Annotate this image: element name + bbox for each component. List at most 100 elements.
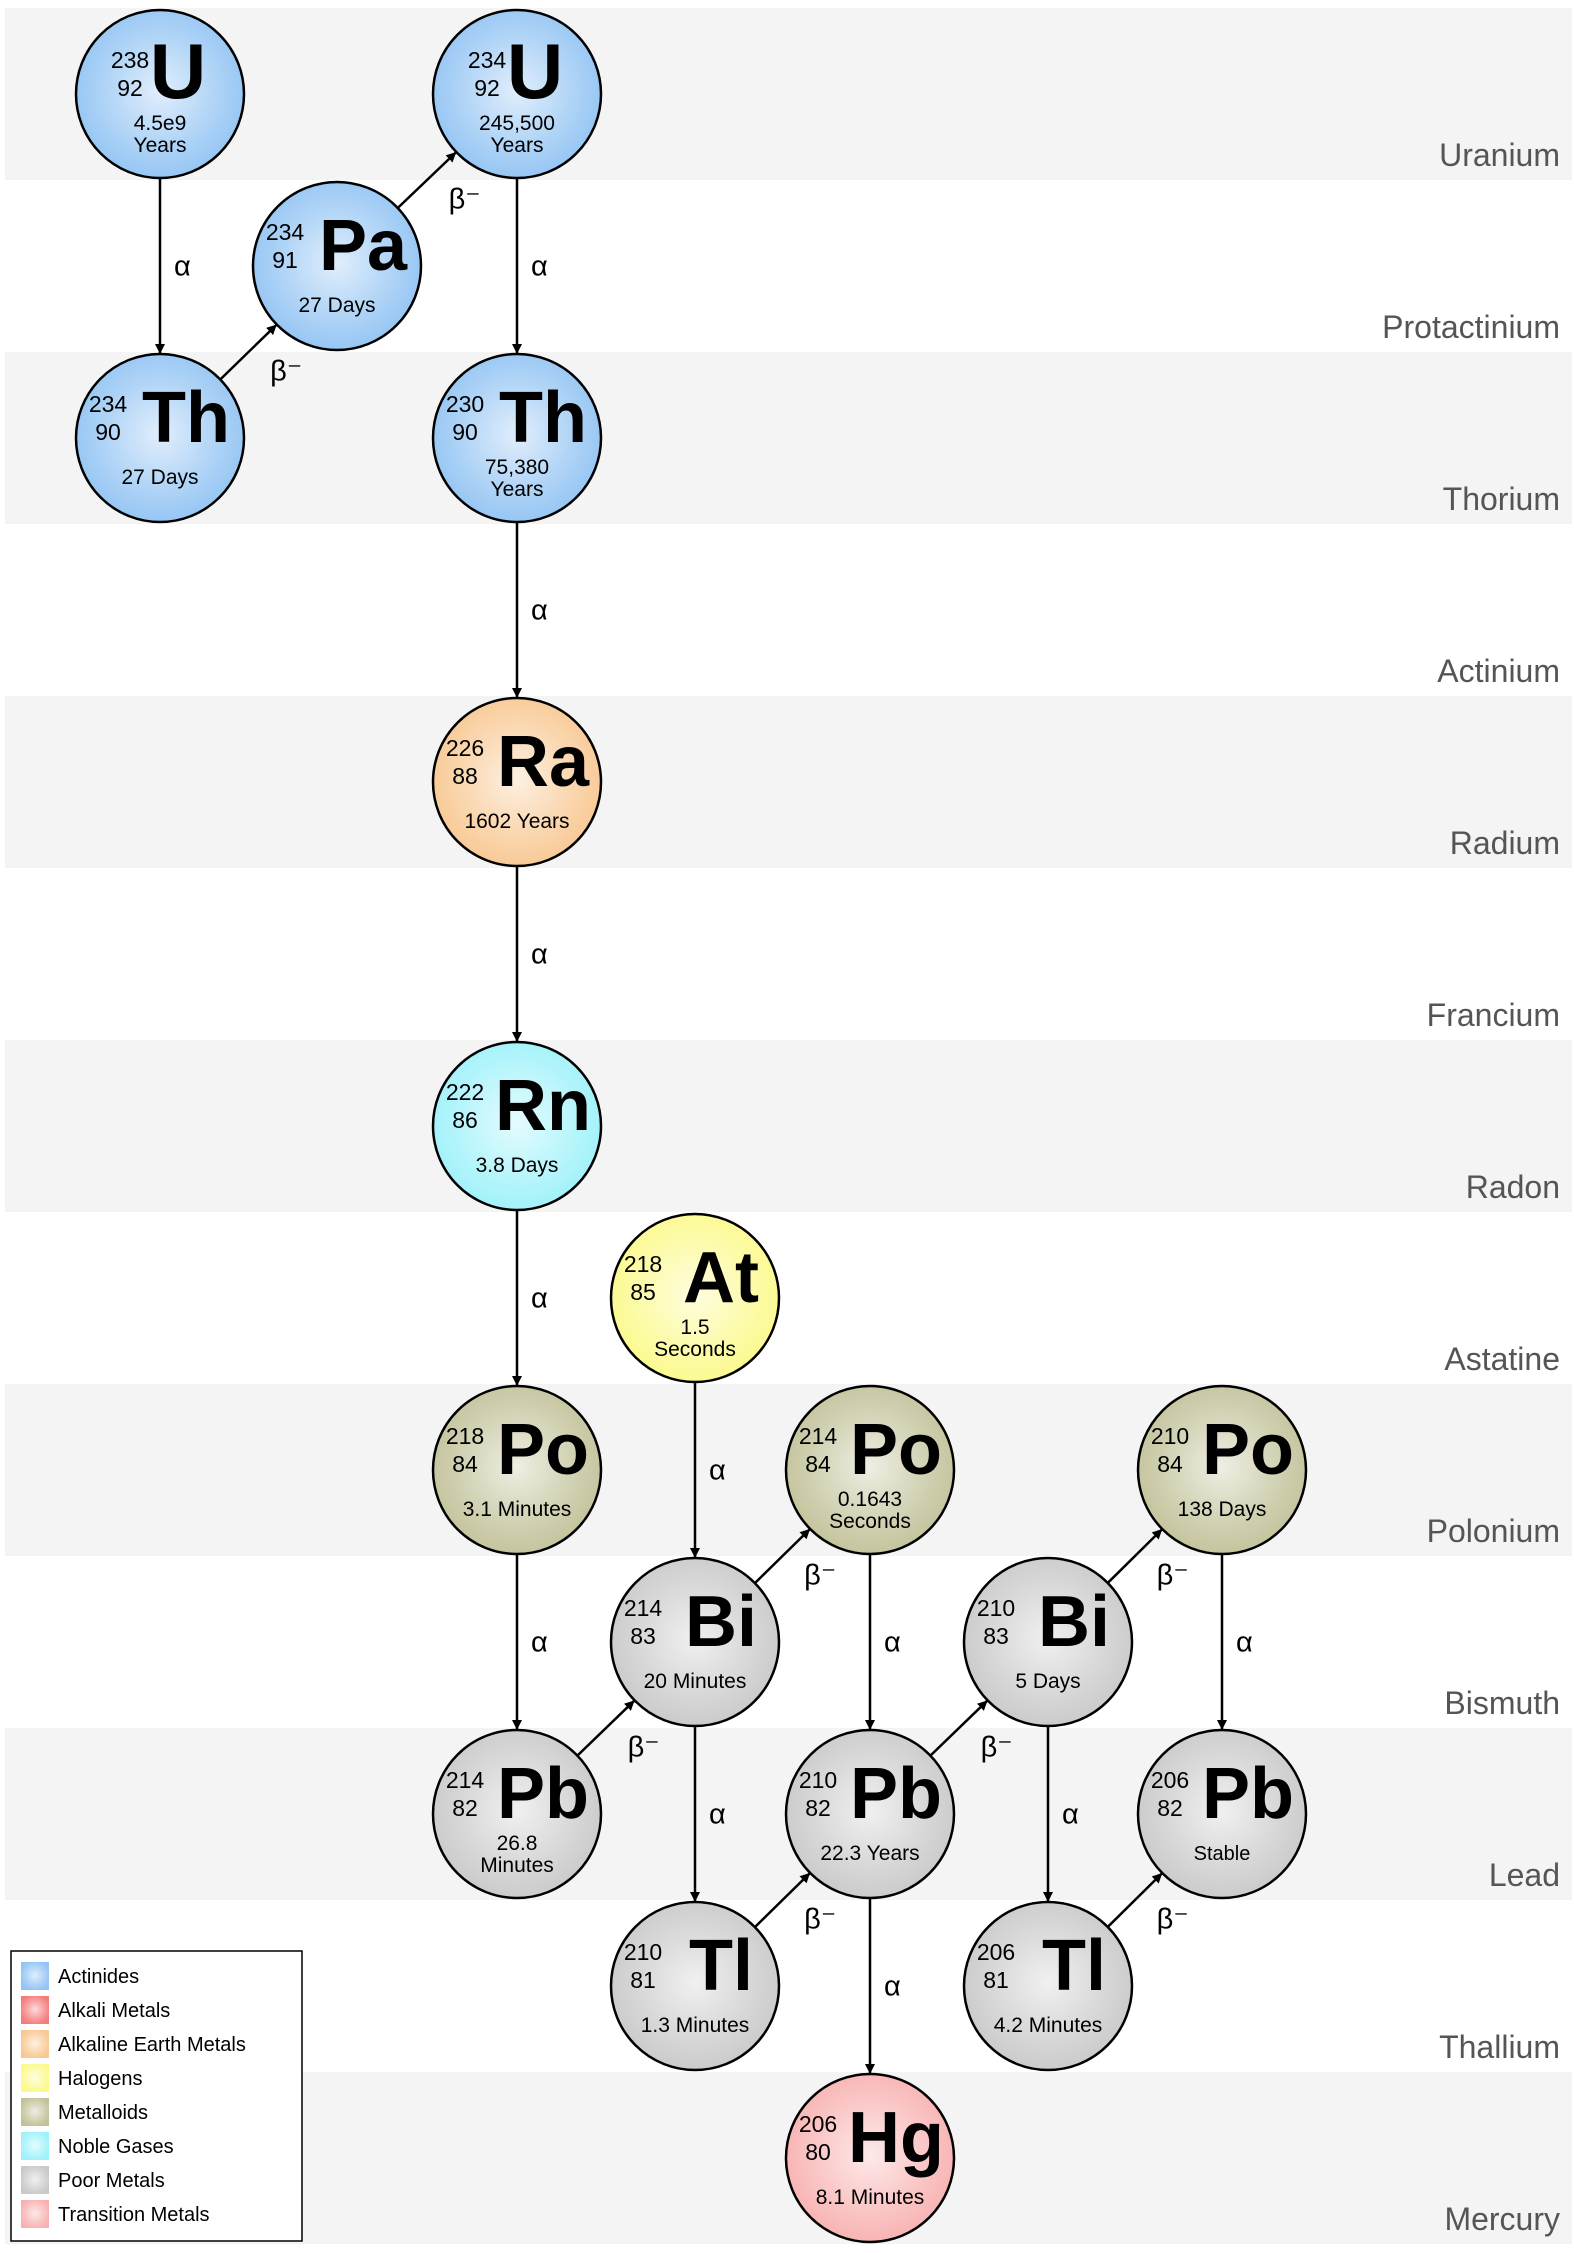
half-life: 3.1 Minutes	[463, 1498, 572, 1521]
nuclide-symbol: Po	[1202, 1410, 1294, 1490]
atomic-number: 80	[805, 2139, 831, 2165]
nuclide-symbol: Hg	[848, 2098, 944, 2178]
row-label-thorium: Thorium	[1443, 481, 1560, 517]
half-life: 27 Days	[121, 466, 198, 489]
nuclide-symbol: Bi	[1038, 1582, 1110, 1662]
decay-type-label: α	[531, 1627, 548, 1659]
mass-number: 222	[446, 1079, 484, 1105]
atomic-number: 82	[805, 1795, 831, 1821]
legend-item-noble-gases: Noble Gases	[21, 2132, 174, 2160]
row-band-thorium	[5, 352, 1572, 524]
mass-number: 206	[1151, 1767, 1189, 1793]
decay-type-label: α	[531, 595, 548, 627]
decay-type-label: β⁻	[804, 1903, 836, 1935]
legend-label: Poor Metals	[58, 2170, 165, 2192]
legend-label: Alkali Metals	[58, 2000, 170, 2022]
row-label-protactinium: Protactinium	[1382, 309, 1560, 345]
atomic-number: 83	[983, 1623, 1009, 1649]
row-label-lead: Lead	[1489, 1857, 1560, 1893]
nuclide-symbol: Pa	[319, 206, 408, 286]
atomic-number: 82	[1157, 1795, 1183, 1821]
row-label-thallium: Thallium	[1439, 2029, 1560, 2065]
half-life: 1.3 Minutes	[641, 2014, 750, 2037]
atomic-number: 92	[117, 75, 143, 101]
decay-pa234-u234: β⁻	[396, 151, 481, 215]
half-life: 4.2 Minutes	[994, 2014, 1103, 2037]
half-life: 4.5e9	[134, 112, 187, 135]
half-life: 245,500	[479, 112, 555, 135]
nuclide-circle	[431, 8, 603, 180]
decay-type-label: α	[531, 939, 548, 971]
atomic-number: 83	[630, 1623, 656, 1649]
nuclide-symbol: Th	[499, 378, 587, 458]
decay-po214-pb210: α	[865, 1554, 901, 1730]
mass-number: 214	[446, 1767, 485, 1793]
nuclide-circle	[609, 1212, 781, 1384]
atomic-number: 82	[452, 1795, 478, 1821]
nuclide-symbol: Bi	[685, 1582, 757, 1662]
decay-bi214-po214: β⁻	[754, 1528, 836, 1591]
half-life: 22.3 Years	[820, 1842, 919, 1865]
decay-type-label: α	[1062, 1799, 1079, 1831]
legend-label: Noble Gases	[58, 2136, 174, 2158]
mass-number: 210	[624, 1939, 662, 1965]
legend-swatch	[21, 2064, 49, 2092]
row-label-radium: Radium	[1450, 825, 1560, 861]
legend-item-transition-metals: Transition Metals	[21, 2200, 210, 2228]
nuclide-symbol: Po	[850, 1410, 942, 1490]
nuclide-circle	[1136, 1384, 1308, 1556]
mass-number: 234	[468, 47, 507, 73]
atomic-number: 81	[630, 1967, 656, 1993]
decay-type-label: α	[174, 251, 191, 283]
nuclide-symbol: Tl	[689, 1926, 753, 2006]
mass-number: 234	[89, 391, 128, 417]
mass-number: 206	[977, 1939, 1015, 1965]
row-label-astatine: Astatine	[1444, 1341, 1560, 1377]
nuclide-circle	[431, 1040, 603, 1212]
decay-type-label: β⁻	[449, 183, 481, 215]
row-label-uranium: Uranium	[1439, 137, 1560, 173]
legend-item-halogens: Halogens	[21, 2064, 143, 2092]
nuclide-circle	[962, 1900, 1134, 2072]
decay-type-label: α	[531, 251, 548, 283]
mass-number: 230	[446, 391, 484, 417]
decay-bi214-tl210: α	[690, 1726, 726, 1902]
decay-type-label: α	[1236, 1627, 1253, 1659]
row-band-radon	[5, 1040, 1572, 1212]
decay-bi210-po210: β⁻	[1106, 1528, 1189, 1591]
nuclide-circle	[431, 1728, 603, 1900]
row-band-radium	[5, 696, 1572, 868]
nuclide-symbol: Po	[497, 1410, 589, 1490]
row-label-bismuth: Bismuth	[1444, 1685, 1560, 1721]
atomic-number: 84	[1157, 1451, 1183, 1477]
legend: Actinides Alkali Metals Alkaline Earth Met…	[10, 1950, 303, 2242]
decay-th230-ra226: α	[512, 522, 548, 698]
decay-pb214-bi214: β⁻	[576, 1700, 660, 1763]
nuclide-circle	[962, 1556, 1134, 1728]
decay-bi210-tl206: α	[1043, 1726, 1079, 1902]
legend-item-actinides: Actinides	[21, 1962, 139, 1990]
decay-type-label: β⁻	[628, 1731, 660, 1763]
half-life: 1.5	[680, 1316, 709, 1339]
nuclide-symbol: Pb	[850, 1754, 942, 1834]
mass-number: 206	[799, 2111, 837, 2137]
legend-box	[10, 1950, 303, 2242]
decay-type-label: β⁻	[804, 1559, 836, 1591]
nuclide-circle	[431, 352, 603, 524]
nuclide-circle	[74, 8, 246, 180]
atomic-number: 86	[452, 1107, 478, 1133]
half-life: Seconds	[829, 1510, 911, 1533]
atomic-number: 90	[95, 419, 121, 445]
decay-arrow	[1106, 1528, 1163, 1584]
